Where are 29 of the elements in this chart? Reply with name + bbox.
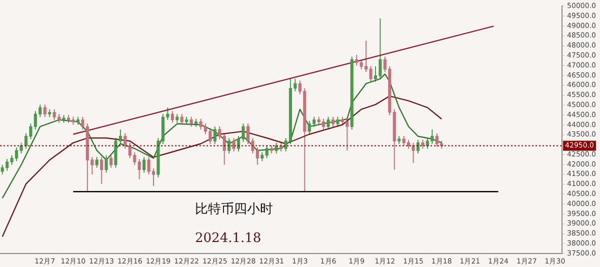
candlestick — [355, 54, 358, 66]
candlestick — [222, 132, 226, 166]
candlestick — [331, 116, 335, 128]
candlestick — [336, 116, 340, 128]
candlestick — [412, 142, 415, 164]
candlestick — [190, 116, 193, 128]
candlestick — [95, 156, 98, 168]
candlestick — [100, 156, 104, 184]
candlestick — [213, 126, 216, 144]
candlestick — [124, 132, 127, 150]
candlestick — [218, 126, 222, 140]
candlestick — [138, 158, 141, 180]
candlestick — [118, 129, 122, 144]
candlestick — [81, 116, 84, 130]
candlestick — [170, 110, 174, 124]
candlestick — [104, 154, 108, 174]
candlestick — [228, 138, 231, 154]
candlestick — [142, 156, 146, 174]
candlestick — [180, 114, 184, 126]
candlestick — [256, 147, 259, 166]
candlestick — [416, 139, 420, 154]
candlestick — [326, 116, 330, 130]
candlestick — [232, 138, 236, 152]
candlestick — [265, 145, 268, 159]
candlestick — [109, 154, 113, 168]
annotation: 2024.1.18 — [195, 231, 262, 246]
candlestick — [43, 104, 46, 118]
annotation: 比特币四小时 — [195, 201, 273, 218]
candlestick — [274, 142, 278, 154]
